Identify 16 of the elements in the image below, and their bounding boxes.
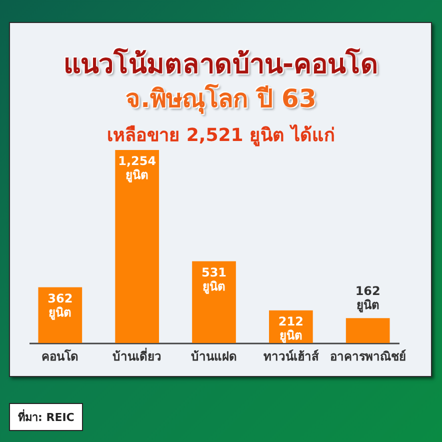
x-tick-label: อาคารพาณิชย์: [330, 350, 406, 364]
x-tick-label: ทาวน์เฮ้าส์: [263, 350, 320, 364]
text: ที่มา: REIC: [9, 403, 84, 431]
chart-subtitle: เหลือขาย 2,521 ยูนิต ได้แก่: [106, 123, 336, 148]
data-label: 531 ยูนิต: [201, 265, 227, 294]
bar: [115, 150, 159, 343]
data-label: 212 ยูนิต: [278, 314, 304, 344]
x-tick-label: บ้านแฝด: [191, 350, 237, 364]
bar: [346, 318, 390, 343]
bar: [192, 261, 236, 343]
x-tick-label: บ้านเดี่ยว: [112, 348, 162, 364]
x-tick-label: คอนโด: [42, 348, 79, 364]
chart-title: แนวโน้มตลาดบ้าน-คอนโด จ.พิษณุโลก ปี 63: [62, 47, 380, 116]
data-label: 1,254 ยูนิต: [118, 154, 156, 183]
data-label: 162 ยูนิต: [355, 284, 380, 314]
data-label: 362 ยูนิต: [48, 291, 73, 320]
